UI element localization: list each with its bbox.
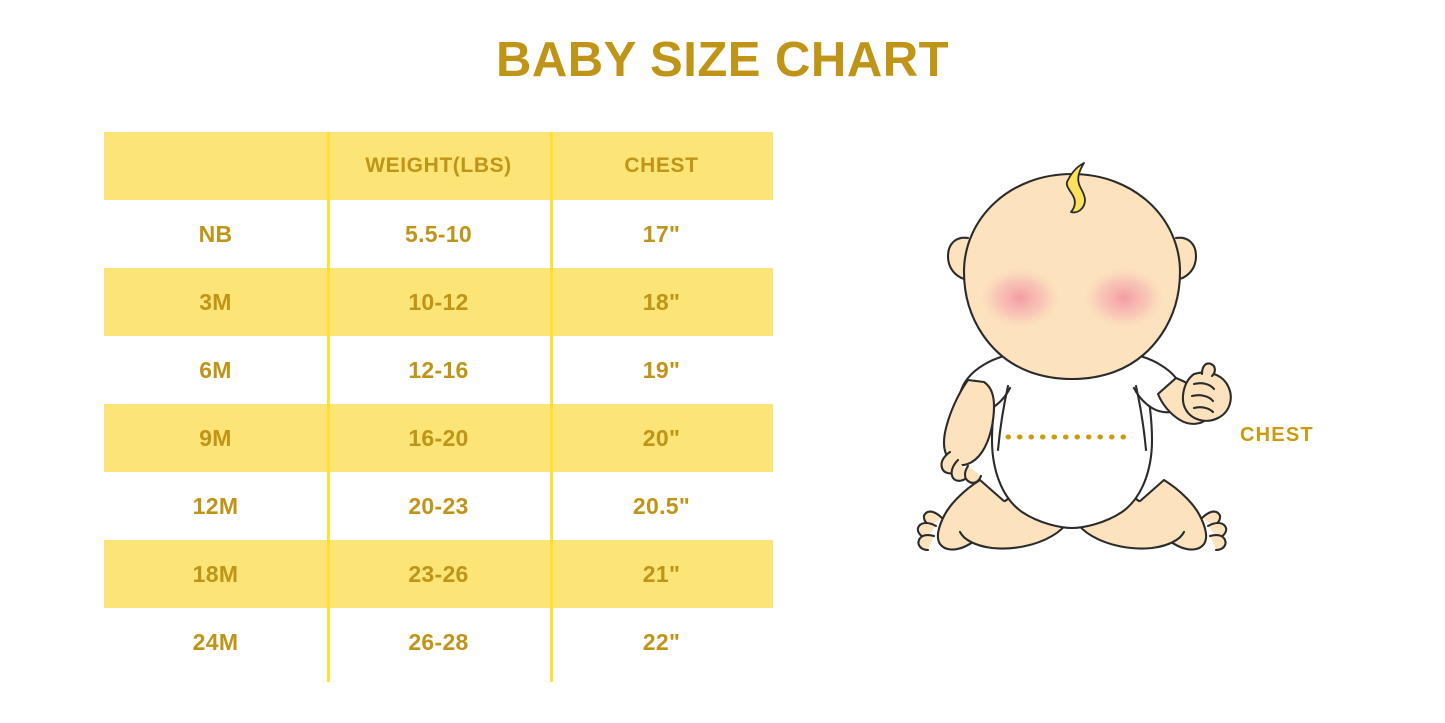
size-chart-table: WEIGHT(LBS) CHEST NB 5.5-10 17" 3M 10-12…: [104, 132, 773, 682]
cell-weight: 20-23: [408, 493, 469, 519]
table-row: 9M 16-20 20": [104, 404, 773, 472]
column-divider-1: [327, 132, 330, 682]
table-row: 12M 20-23 20.5": [104, 472, 773, 540]
cell-size: 6M: [199, 357, 232, 383]
cell-size: NB: [198, 221, 233, 247]
cell-weight: 10-12: [408, 289, 469, 315]
cell-chest: 21": [642, 561, 681, 587]
cell-weight: 26-28: [408, 629, 469, 655]
cell-chest: 22": [642, 629, 681, 655]
cell-size: 24M: [192, 629, 239, 655]
column-divider-2: [550, 132, 553, 682]
cell-size: 12M: [192, 493, 239, 519]
cell-size: 18M: [192, 561, 239, 587]
cell-chest: 19": [642, 357, 681, 383]
cell-chest: 20.5": [632, 493, 691, 519]
cell-size: 9M: [199, 425, 232, 451]
baby-blush-cheeks: [976, 265, 1168, 331]
table-row: 6M 12-16 19": [104, 336, 773, 404]
cell-weight: 23-26: [408, 561, 469, 587]
page-title: BABY SIZE CHART: [495, 33, 950, 87]
cell-weight: 16-20: [408, 425, 469, 451]
cell-chest: 17": [642, 221, 681, 247]
chest-callout-label: CHEST: [1240, 424, 1314, 446]
cell-chest: 18": [642, 289, 681, 315]
column-header-weight: WEIGHT(LBS): [365, 154, 512, 177]
cell-weight: 5.5-10: [404, 221, 472, 247]
baby-hair-curl: [1065, 162, 1086, 214]
cell-chest: 20": [642, 425, 681, 451]
table-header-row: WEIGHT(LBS) CHEST: [104, 132, 773, 200]
baby-right-arm: [1156, 362, 1232, 425]
cell-weight: 12-16: [408, 357, 469, 383]
baby-illustration: [872, 160, 1272, 600]
table-row: NB 5.5-10 17": [104, 200, 773, 268]
table-row: 3M 10-12 18": [104, 268, 773, 336]
baby-head: [946, 172, 1198, 381]
table-row: 18M 23-26 21": [104, 540, 773, 608]
baby-left-arm: [940, 378, 996, 484]
table-row: 24M 26-28 22": [104, 608, 773, 676]
column-header-size: [104, 132, 327, 200]
cell-size: 3M: [199, 289, 232, 315]
column-header-chest: CHEST: [624, 154, 699, 177]
